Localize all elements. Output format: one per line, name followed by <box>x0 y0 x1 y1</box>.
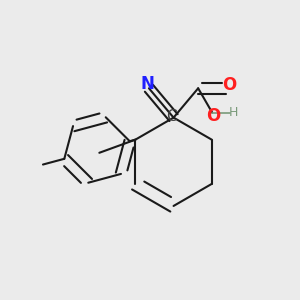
Text: O: O <box>206 107 220 125</box>
Text: N: N <box>140 75 154 93</box>
Text: H: H <box>229 106 238 119</box>
Text: C: C <box>166 109 176 124</box>
Text: O: O <box>222 76 236 94</box>
